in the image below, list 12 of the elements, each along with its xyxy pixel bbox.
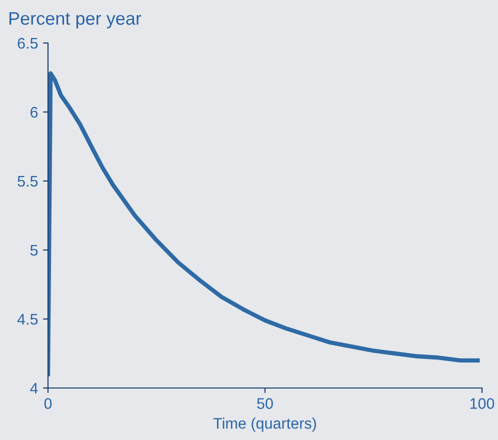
y-tick-label: 4.5: [17, 314, 38, 325]
y-tick-label: 6: [30, 106, 38, 118]
x-tick-label: 0: [44, 398, 52, 409]
y-tick-label: 5: [30, 245, 38, 256]
y-tick-label: 6.5: [18, 38, 38, 49]
y-axis-title: Percent per year: [9, 12, 142, 28]
x-tick-label: 100: [470, 398, 494, 409]
y-tick-label: 5.5: [18, 176, 38, 187]
x-axis-title: Time (quarters): [213, 418, 316, 432]
x-tick-label: 50: [257, 398, 273, 409]
y-tick-label: 4: [30, 383, 38, 394]
line-series: [48, 71, 480, 376]
